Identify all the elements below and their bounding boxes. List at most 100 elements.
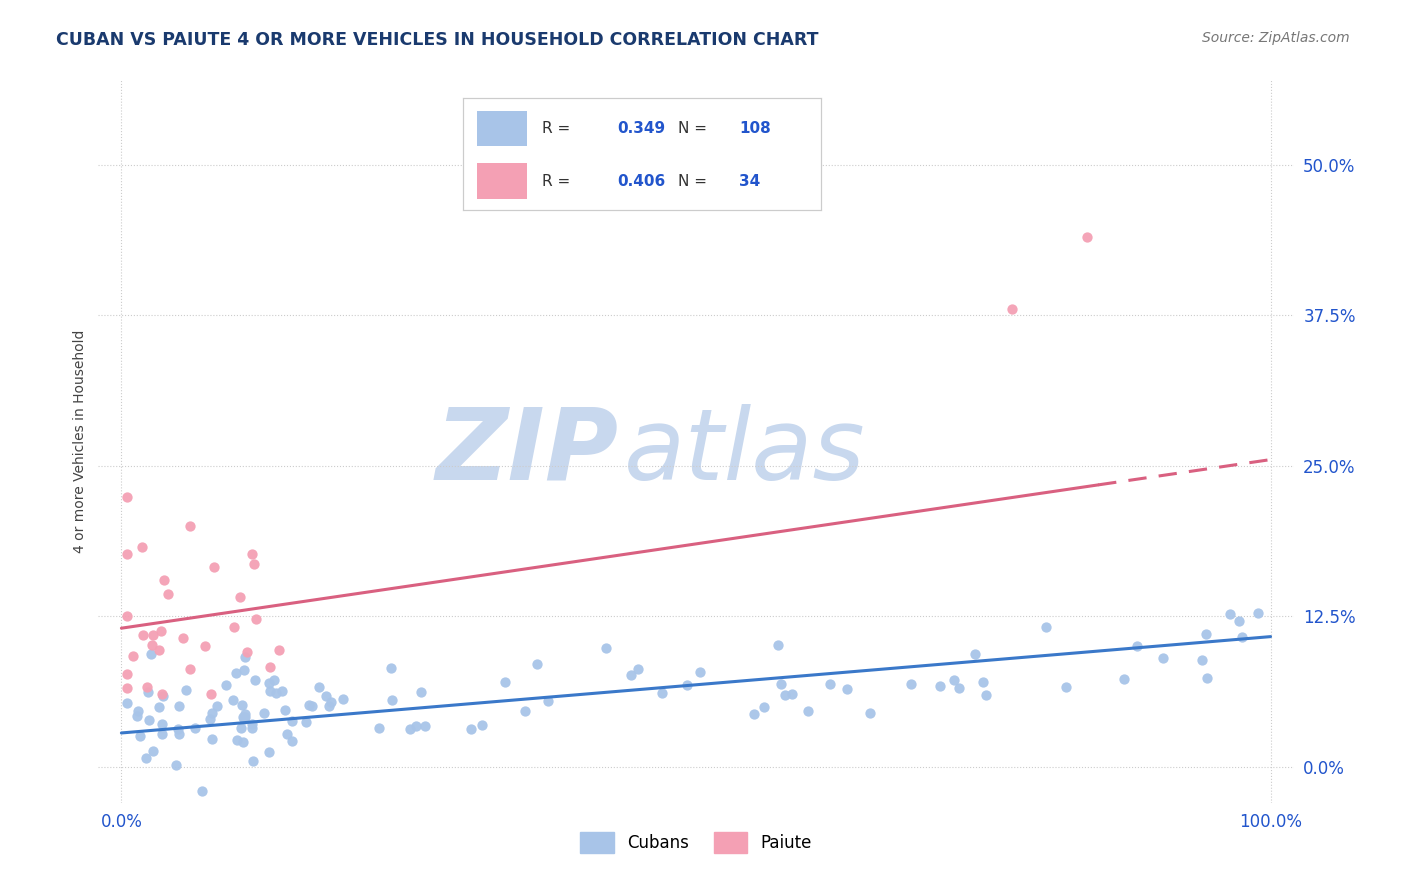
Point: [135, 751, 157, 765]
Point: [148, 699, 170, 714]
Point: [752, 700, 775, 714]
Point: [225, 733, 247, 747]
Point: [242, 557, 264, 571]
Point: [271, 684, 294, 698]
Point: [115, 696, 138, 710]
Point: [115, 681, 138, 696]
Point: [1230, 630, 1253, 644]
Point: [235, 649, 257, 664]
Point: [259, 659, 281, 673]
Point: [135, 680, 157, 694]
Point: [942, 673, 965, 687]
Point: [1054, 680, 1077, 694]
Point: [471, 717, 494, 731]
Point: [127, 709, 149, 723]
Point: [150, 727, 173, 741]
Point: [315, 689, 337, 703]
Point: [301, 698, 323, 713]
Point: [232, 710, 254, 724]
Point: [222, 693, 245, 707]
Point: [308, 680, 330, 694]
Point: [1247, 606, 1270, 620]
Text: CUBAN VS PAIUTE 4 OR MORE VEHICLES IN HOUSEHOLD CORRELATION CHART: CUBAN VS PAIUTE 4 OR MORE VEHICLES IN HO…: [56, 31, 818, 49]
Point: [620, 668, 643, 682]
Point: [115, 490, 138, 504]
Point: [263, 673, 285, 687]
Point: [176, 683, 198, 698]
Point: [1219, 607, 1241, 621]
Point: [972, 674, 994, 689]
Point: [676, 678, 699, 692]
Point: [232, 735, 254, 749]
Point: [231, 698, 253, 712]
Y-axis label: 4 or more Vehicles in Household: 4 or more Vehicles in Household: [73, 330, 87, 553]
Point: [141, 638, 163, 652]
Point: [240, 548, 263, 562]
Point: [367, 721, 389, 735]
Point: [494, 674, 516, 689]
Point: [150, 717, 173, 731]
Point: [184, 721, 207, 735]
Point: [225, 665, 247, 680]
Point: [115, 547, 138, 561]
Point: [381, 693, 404, 707]
Point: [136, 685, 159, 699]
Point: [224, 620, 246, 634]
Point: [198, 712, 221, 726]
Point: [264, 686, 287, 700]
Point: [229, 721, 252, 735]
Point: [245, 612, 267, 626]
Point: [321, 695, 343, 709]
Point: [167, 722, 190, 736]
Point: [115, 666, 138, 681]
Point: [194, 639, 217, 653]
Point: [537, 694, 560, 708]
Text: atlas: atlas: [624, 404, 866, 501]
Point: [233, 712, 256, 726]
Point: [1195, 626, 1218, 640]
Point: [233, 707, 256, 722]
Point: [595, 640, 617, 655]
Point: [405, 719, 427, 733]
Point: [280, 714, 302, 728]
Point: [965, 647, 987, 661]
Point: [773, 688, 796, 702]
Point: [179, 662, 201, 676]
Point: [742, 706, 765, 721]
Point: [142, 628, 165, 642]
Point: [141, 647, 163, 661]
Point: [127, 704, 149, 718]
Point: [689, 665, 711, 679]
Point: [205, 698, 228, 713]
Point: [837, 682, 859, 697]
Point: [191, 784, 214, 798]
Point: [1191, 653, 1213, 667]
Point: [380, 661, 402, 675]
Point: [201, 706, 224, 721]
Point: [169, 726, 191, 740]
Point: [202, 559, 225, 574]
Point: [274, 703, 297, 717]
Point: [142, 744, 165, 758]
Point: [201, 732, 224, 747]
Point: [332, 691, 354, 706]
Point: [276, 727, 298, 741]
Point: [1001, 301, 1024, 316]
Point: [859, 706, 882, 720]
Point: [399, 722, 422, 736]
Point: [1227, 614, 1250, 628]
Point: [409, 685, 432, 699]
Point: [228, 590, 250, 604]
Point: [627, 662, 650, 676]
Point: [1126, 639, 1149, 653]
Point: [150, 687, 173, 701]
Point: [460, 723, 482, 737]
Point: [233, 663, 256, 677]
Point: [1035, 619, 1057, 633]
Point: [240, 717, 263, 731]
Point: [172, 631, 194, 645]
Point: [267, 643, 290, 657]
Point: [233, 709, 256, 723]
Point: [900, 677, 922, 691]
Point: [167, 698, 190, 713]
